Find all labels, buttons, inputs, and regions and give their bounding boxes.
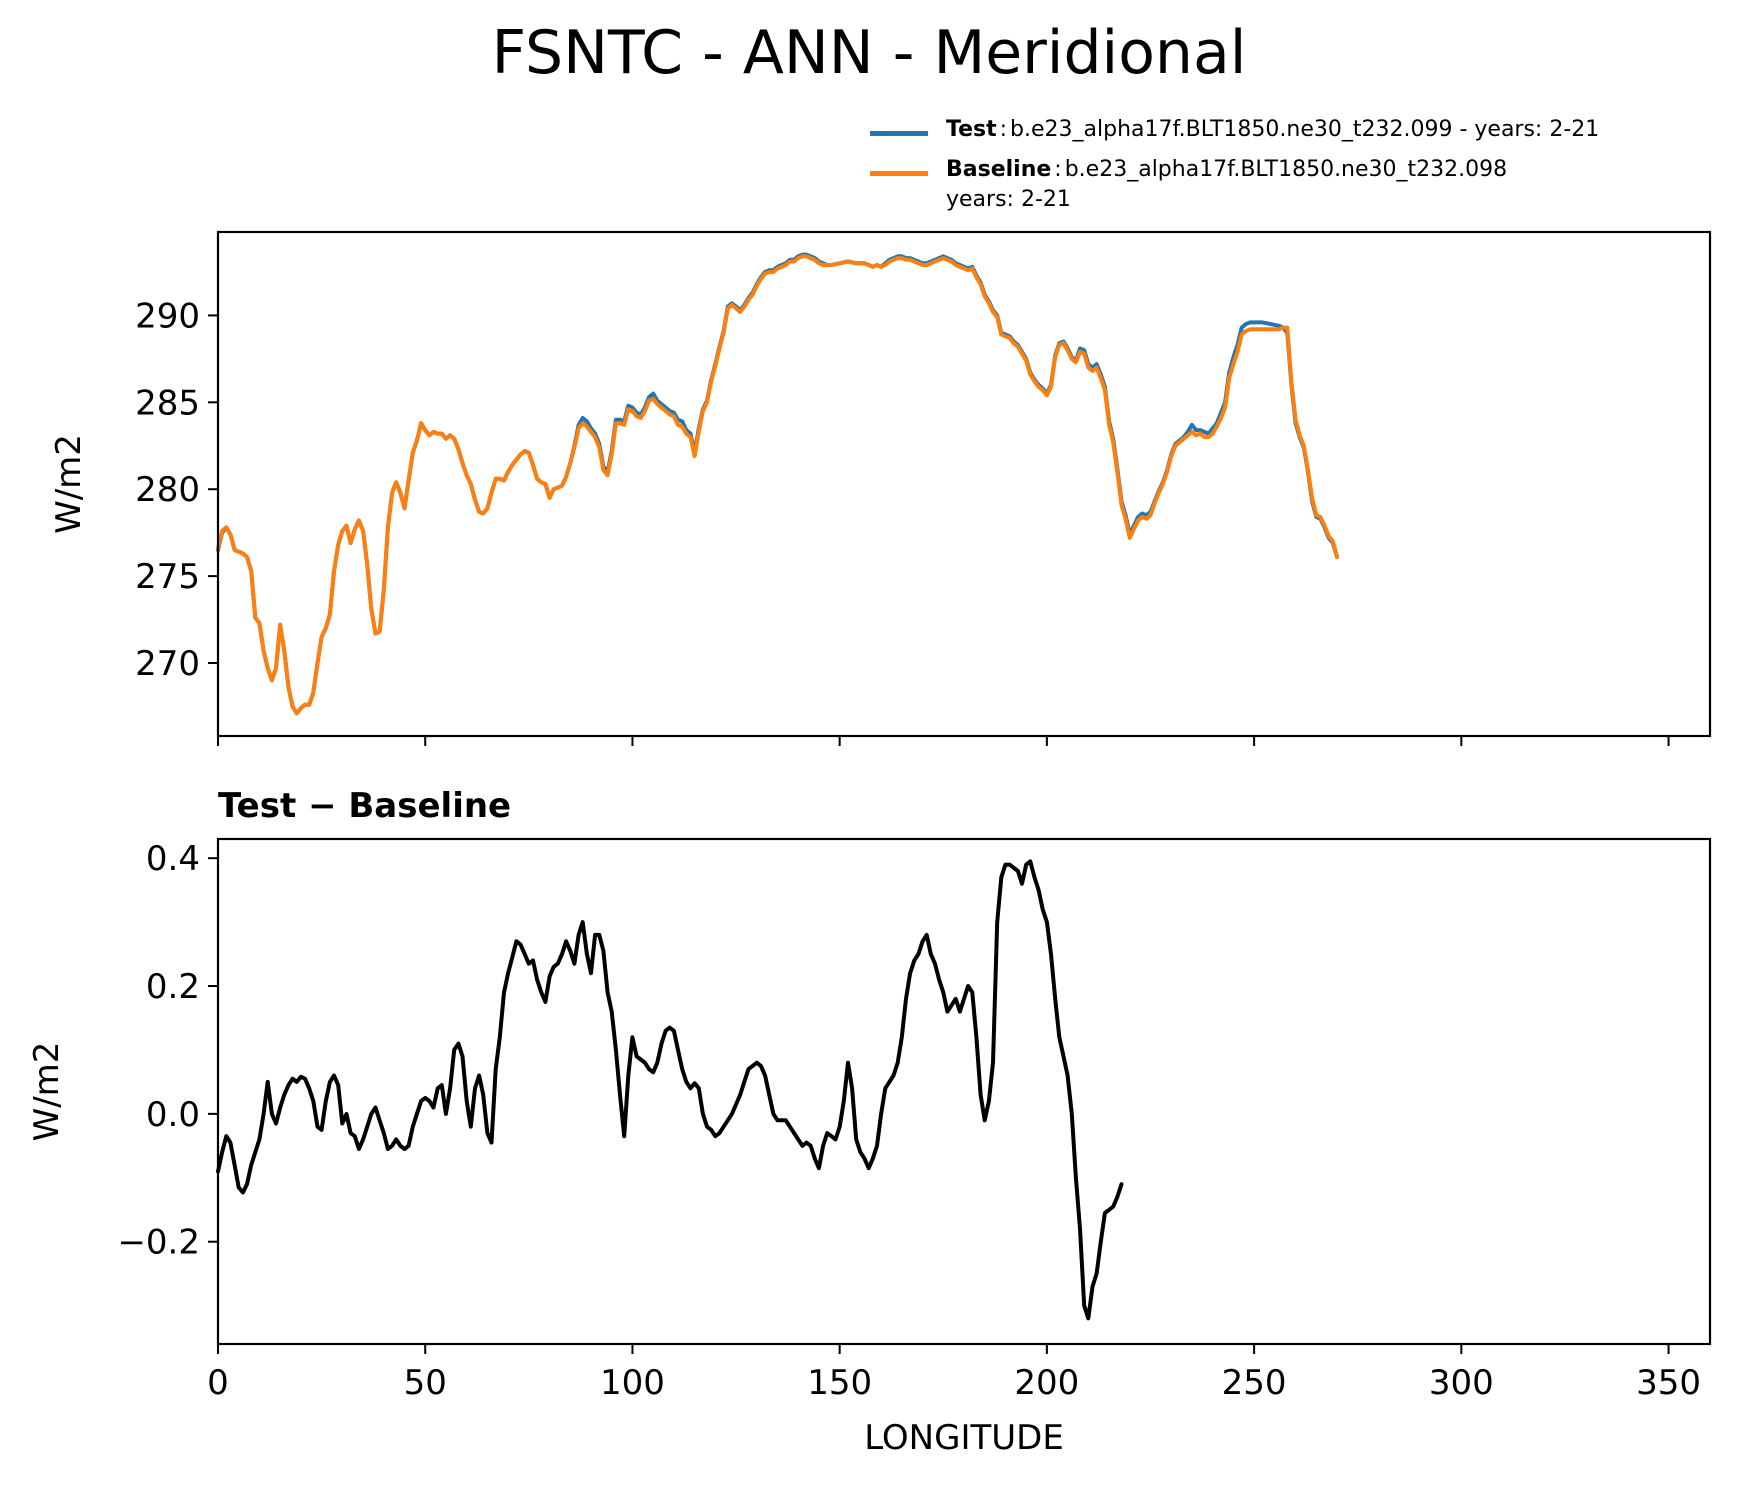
plot-frame <box>216 230 1712 738</box>
legend-item-baseline: Baseline: b.e23_alpha17f.BLT1850.ne30_t23… <box>870 155 1599 215</box>
top-panel: 270 275 280 285 290 W/m2 <box>49 230 1712 746</box>
legend-desc-baseline-years: years: 2-21 <box>946 187 1071 212</box>
plot-frame <box>216 837 1712 1346</box>
legend-label-baseline: Baseline <box>946 157 1052 182</box>
subplot-title: Test − Baseline <box>218 786 511 826</box>
bottom-panel: 0 50 100 150 200 250 300 350 −0.2 0.0 0.2 0.4 W/m2 Te… <box>27 786 1712 1458</box>
y-axis-label: W/m2 <box>27 1042 67 1142</box>
legend-swatch-baseline <box>870 171 928 176</box>
series-line-baseline <box>216 254 1339 716</box>
x-tick-label: 100 <box>600 1363 665 1403</box>
legend-separator-test: : <box>999 117 1008 142</box>
legend: Test: b.e23_alpha17f.BLT1850.ne30_t232.09… <box>870 115 1599 225</box>
legend-swatch-test <box>870 131 928 136</box>
y-tick-label: 290 <box>135 296 200 336</box>
y-tick-label: 285 <box>135 383 200 423</box>
x-tick-label: 0 <box>207 1363 229 1403</box>
x-axis-label: LONGITUDE <box>864 1418 1064 1458</box>
legend-separator-baseline: : <box>1054 157 1062 182</box>
x-tick-label: 50 <box>404 1363 447 1403</box>
legend-label-test: Test <box>946 117 997 142</box>
legend-desc-baseline: b.e23_alpha17f.BLT1850.ne30_t232.098 <box>1064 157 1508 182</box>
legend-item-test: Test: b.e23_alpha17f.BLT1850.ne30_t232.09… <box>870 115 1599 145</box>
x-tick-label: 250 <box>1222 1363 1287 1403</box>
y-axis-label: W/m2 <box>49 434 89 534</box>
y-tick-label: 0.4 <box>146 839 200 879</box>
y-tick-label: 280 <box>135 470 200 510</box>
x-tick-label: 150 <box>807 1363 872 1403</box>
chart-title: FSNTC - ANN - Meridional <box>491 18 1247 88</box>
x-tick-label: 200 <box>1014 1363 1079 1403</box>
x-tick-label: 350 <box>1636 1363 1701 1403</box>
y-tick-label: −0.2 <box>117 1223 200 1263</box>
legend-desc-test: b.e23_alpha17f.BLT1850.ne30_t232.099 - y… <box>1010 117 1600 142</box>
y-tick-label: 0.0 <box>146 1095 200 1135</box>
x-tick-label: 300 <box>1429 1363 1494 1403</box>
series-line-test <box>216 252 1339 716</box>
series-line-difference <box>216 859 1124 1321</box>
y-tick-label: 275 <box>135 557 200 597</box>
y-tick-label: 270 <box>135 644 200 684</box>
y-tick-label: 0.2 <box>146 967 200 1007</box>
